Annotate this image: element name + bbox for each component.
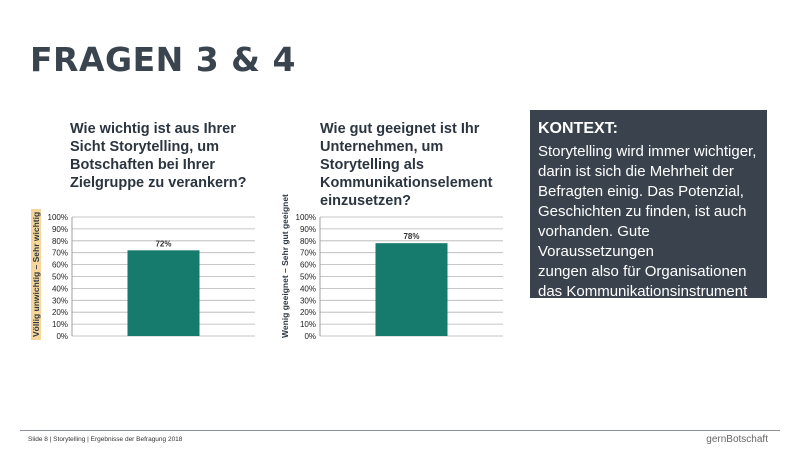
footer-text: Slide 8 | Storytelling | Ergebnisse der … (28, 436, 183, 443)
y-tick-label: 100% (48, 213, 68, 222)
chart-3-ylabel: Völlig unwichtig – Sehr wichtig (31, 208, 41, 340)
y-tick-label: 60% (52, 261, 68, 270)
y-tick-label: 0% (56, 332, 68, 341)
y-tick-label: 90% (52, 225, 68, 234)
y-tick-label: 90% (300, 225, 316, 234)
y-tick-label: 40% (52, 284, 68, 293)
chart-question-3: 0% 10% 20% 30% 40% 50% 60% 70% 80% 90% 100% 72% Völ… (30, 205, 260, 345)
slide-title: FRAGEN 3 & 4 (30, 40, 296, 79)
y-tick-label: 70% (52, 249, 68, 258)
y-tick-label: 100% (296, 213, 316, 222)
y-tick-label: 40% (300, 284, 316, 293)
y-tick-label: 10% (52, 320, 68, 329)
context-heading: KONTEXT: (538, 120, 618, 137)
y-tick-label: 50% (300, 273, 316, 282)
chart-3-svg: 0% 10% 20% 30% 40% 50% 60% 70% 80% 90% 100% 72% (48, 213, 255, 341)
y-tick-label: 60% (300, 261, 316, 270)
y-tick-label: 20% (52, 308, 68, 317)
context-box: KONTEXT: Storytelling wird immer wichtig… (530, 110, 767, 320)
brand-logo-text: gernBotschaft (706, 434, 768, 445)
y-tick-label: 80% (52, 237, 68, 246)
y-tick-label: 70% (300, 249, 316, 258)
question-3-text: Wie wichtig ist aus Ihrer Sicht Storytel… (70, 121, 247, 191)
y-tick-label: 80% (300, 237, 316, 246)
y-tick-label: 0% (304, 332, 316, 341)
y-tick-label: 30% (52, 296, 68, 305)
chart-4-ylabel: Wenig geeignet – Sehr gut geeignet (280, 194, 290, 338)
y-tick-label: 30% (300, 296, 316, 305)
bar (127, 250, 200, 336)
bar-value-label: 72% (155, 239, 171, 248)
footer-divider (20, 430, 780, 431)
y-tick-label: 50% (52, 273, 68, 282)
bar (375, 243, 448, 336)
chart-4-svg: 0% 10% 20% 30% 40% 50% 60% 70% 80% 90% 100% 78% (296, 213, 503, 341)
y-tick-label: 10% (300, 320, 316, 329)
question-4-text: Wie gut geeignet ist Ihr Unternehmen, um… (320, 121, 493, 209)
y-tick-label: 20% (300, 308, 316, 317)
bar-value-label: 78% (403, 232, 419, 241)
chart-question-4: 0% 10% 20% 30% 40% 50% 60% 70% 80% 90% 100% 78% Wen… (278, 194, 508, 345)
context-text: Storytelling wird immer wichtiger, darin… (538, 143, 757, 320)
